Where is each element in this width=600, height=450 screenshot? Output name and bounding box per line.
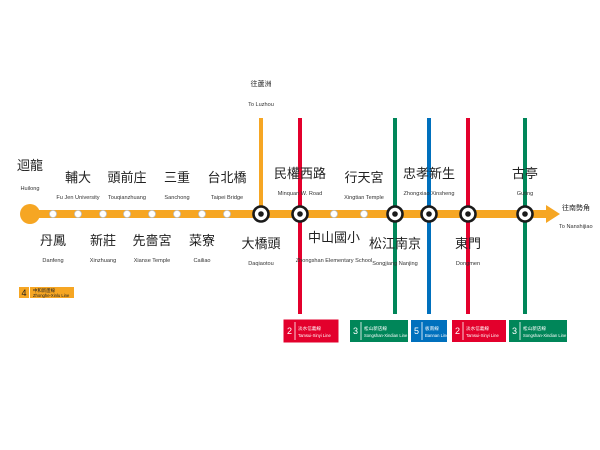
transfer-badge-zh: 淡水信義線 bbox=[298, 325, 321, 332]
station-songjiang-nanjing-en: Songjiang Nanjing bbox=[372, 261, 417, 267]
transfer-badge-en: Tamsui-Xinyi Line bbox=[466, 333, 499, 338]
station-marker-touqianzhuang bbox=[123, 209, 132, 218]
station-xianse-zh: 先嗇宮 bbox=[132, 233, 171, 249]
station-minquan-en: Minquan W. Road bbox=[278, 191, 322, 197]
station-cailiao-zh: 菜寮 bbox=[189, 233, 215, 249]
transfer-station-markers bbox=[252, 205, 534, 223]
transfer-badge-zh: 板南線 bbox=[425, 325, 439, 332]
station-marker-zhongshan-elementary bbox=[329, 209, 338, 218]
transfer-badge-en: Songshan-Xindian Line bbox=[523, 333, 567, 338]
transfer-badge-number: 2 bbox=[287, 326, 292, 336]
station-fu-jen-zh: 輔大 bbox=[65, 171, 91, 186]
station-minquan-zh: 民權西路 bbox=[274, 166, 326, 182]
station-songjiang-nanjing-zh: 松江南京 bbox=[369, 236, 421, 252]
transfer-marker-daqiaotou bbox=[252, 205, 270, 223]
station-xinzhuang-en: Xinzhuang bbox=[90, 258, 116, 264]
transfer-badge-tamsui-xinyi-2: 2 淡水信義線 Tamsui-Xinyi Line bbox=[452, 320, 506, 342]
direction-luzhou-en: To Luzhou bbox=[248, 102, 274, 108]
station-marker-cailiao bbox=[197, 209, 206, 218]
station-marker-xianse-temple bbox=[147, 209, 156, 218]
transfer-badge-number: 3 bbox=[353, 326, 358, 336]
transfer-badge-songshan-xindian-2: 3 松山新店線 Songshan-Xindian Line bbox=[509, 320, 567, 342]
transfer-marker-minquan bbox=[291, 205, 309, 223]
transfer-badge-zh: 淡水信義線 bbox=[466, 325, 489, 332]
transfer-badge-number: 2 bbox=[455, 326, 460, 336]
station-daqiaotou-zh: 大橋頭 bbox=[241, 237, 280, 252]
station-marker-sanchong bbox=[172, 209, 181, 218]
station-markers bbox=[49, 209, 368, 218]
line-badge-number: 4 bbox=[21, 288, 26, 298]
transfer-badge-zh: 松山新店線 bbox=[523, 325, 546, 332]
station-zhongxiao-xinsheng-en: Zhongxiao Xinsheng bbox=[403, 191, 454, 197]
station-huilong-zh: 迴龍 bbox=[17, 158, 43, 174]
transfer-badge-en: Bannan Line bbox=[425, 333, 449, 338]
station-zhongshan-elementary-zh: 中山國小 bbox=[308, 231, 360, 246]
transfer-badge-tamsui-xinyi-1: 2 淡水信義線 Tamsui-Xinyi Line bbox=[283, 319, 339, 343]
transfer-badge-songshan-xindian-1: 3 松山新店線 Songshan-Xindian Line bbox=[350, 320, 408, 342]
station-dongmen-en: Dongmen bbox=[456, 261, 480, 267]
transfer-marker-zhongxiao-xinsheng bbox=[420, 205, 438, 223]
terminal-cap-huilong bbox=[20, 204, 40, 224]
station-marker-taipei-bridge bbox=[222, 209, 231, 218]
station-xingtian-zh: 行天宮 bbox=[344, 170, 383, 186]
station-dongmen-zh: 東門 bbox=[455, 236, 481, 252]
station-huilong-en: Huilong bbox=[21, 186, 40, 192]
station-zhongshan-elementary-en: Zhongshan Elementary School bbox=[296, 258, 373, 264]
station-marker-fu-jen bbox=[74, 209, 83, 218]
station-labels-below: 丹鳳 Danfeng 新莊 Xinzhuang 先嗇宮 Xianse Templ… bbox=[40, 231, 481, 267]
station-daqiaotou-en: Daqiaotou bbox=[248, 261, 274, 267]
line-badge-zhonghe-xinlu: 4 中和新蘆線 Zhonghe-Xinlu Line bbox=[19, 287, 74, 298]
station-danfeng-zh: 丹鳳 bbox=[40, 234, 66, 249]
line-badge-en: Zhonghe-Xinlu Line bbox=[33, 293, 70, 298]
station-guting-en: Guting bbox=[517, 191, 533, 197]
station-marker-xinzhuang bbox=[99, 209, 108, 218]
station-labels-above: 迴龍 Huilong 輔大 Fu Jen University 頭前庄 Touq… bbox=[17, 158, 538, 201]
station-touqianzhuang-zh: 頭前庄 bbox=[107, 170, 146, 186]
station-sanchong-en: Sanchong bbox=[164, 195, 189, 201]
station-xianse-en: Xianse Temple bbox=[134, 258, 171, 264]
station-zhongxiao-xinsheng-zh: 忠孝新生 bbox=[403, 166, 455, 182]
station-guting-zh: 古亭 bbox=[512, 166, 538, 182]
line-badge-number-box bbox=[19, 287, 29, 298]
direction-nanshijiao-zh: 往南勢角 bbox=[562, 203, 590, 212]
transfer-marker-guting bbox=[516, 205, 534, 223]
transfer-badge-en: Tamsui-Xinyi Line bbox=[298, 333, 331, 338]
transfer-badge-number: 3 bbox=[512, 326, 517, 336]
station-xingtian-en: Xingtian Temple bbox=[344, 195, 384, 201]
transfer-badge-en: Songshan-Xindian Line bbox=[364, 333, 408, 338]
transfer-marker-songjiang-nanjing bbox=[386, 205, 404, 223]
station-xinzhuang-zh: 新莊 bbox=[90, 233, 116, 249]
station-fu-jen-en: Fu Jen University bbox=[56, 195, 99, 201]
station-marker-danfeng bbox=[49, 209, 58, 218]
transfer-badge-zh: 松山新店線 bbox=[364, 325, 387, 332]
station-touqianzhuang-en: Touqianzhuang bbox=[108, 195, 146, 201]
direction-luzhou-zh: 往蘆洲 bbox=[251, 79, 272, 88]
station-taipei-bridge-en: Taipei Bridge bbox=[211, 195, 243, 201]
transfer-badge-bannan: 5 板南線 Bannan Line bbox=[411, 320, 449, 342]
station-danfeng-en: Danfeng bbox=[42, 258, 63, 264]
line-badge-zh: 中和新蘆線 bbox=[33, 287, 56, 294]
transfer-marker-dongmen bbox=[459, 205, 477, 223]
station-sanchong-zh: 三重 bbox=[164, 170, 190, 186]
station-taipei-bridge-zh: 台北橋 bbox=[207, 171, 246, 186]
transfer-badge-number: 5 bbox=[414, 326, 419, 336]
station-marker-xingtian-temple bbox=[359, 209, 368, 218]
line-badge-name-box bbox=[30, 287, 74, 298]
direction-nanshijiao-en: To Nanshijiao bbox=[559, 224, 593, 230]
direction-arrow-nanshijiao bbox=[546, 205, 560, 223]
station-cailiao-en: Cailiao bbox=[193, 258, 210, 264]
